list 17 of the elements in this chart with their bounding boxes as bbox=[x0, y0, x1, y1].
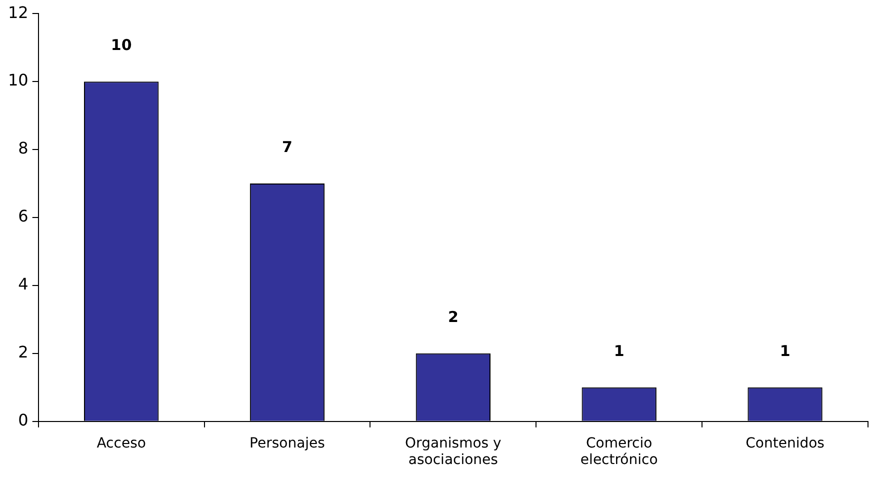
y-tick-label: 2 bbox=[18, 342, 28, 362]
x-tick-label: Organismos y asociaciones bbox=[405, 435, 502, 468]
y-tick-label: 12 bbox=[8, 2, 28, 22]
y-tick-label: 8 bbox=[18, 138, 28, 158]
x-tick-label: Personajes bbox=[250, 435, 325, 452]
data-label: 2 bbox=[448, 308, 458, 326]
y-tick-label: 4 bbox=[18, 274, 28, 294]
data-label: 1 bbox=[614, 342, 624, 360]
x-tick-label: Comercio electrónico bbox=[580, 435, 658, 468]
y-tick-label: 6 bbox=[18, 206, 28, 226]
data-label: 7 bbox=[282, 138, 292, 156]
y-tick-label: 0 bbox=[18, 410, 28, 430]
data-label: 1 bbox=[780, 342, 790, 360]
data-label: 10 bbox=[110, 36, 132, 54]
x-tick-label: Contenidos bbox=[746, 435, 824, 452]
x-tick-label: Acceso bbox=[96, 435, 146, 452]
y-tick-label: 10 bbox=[8, 70, 28, 90]
